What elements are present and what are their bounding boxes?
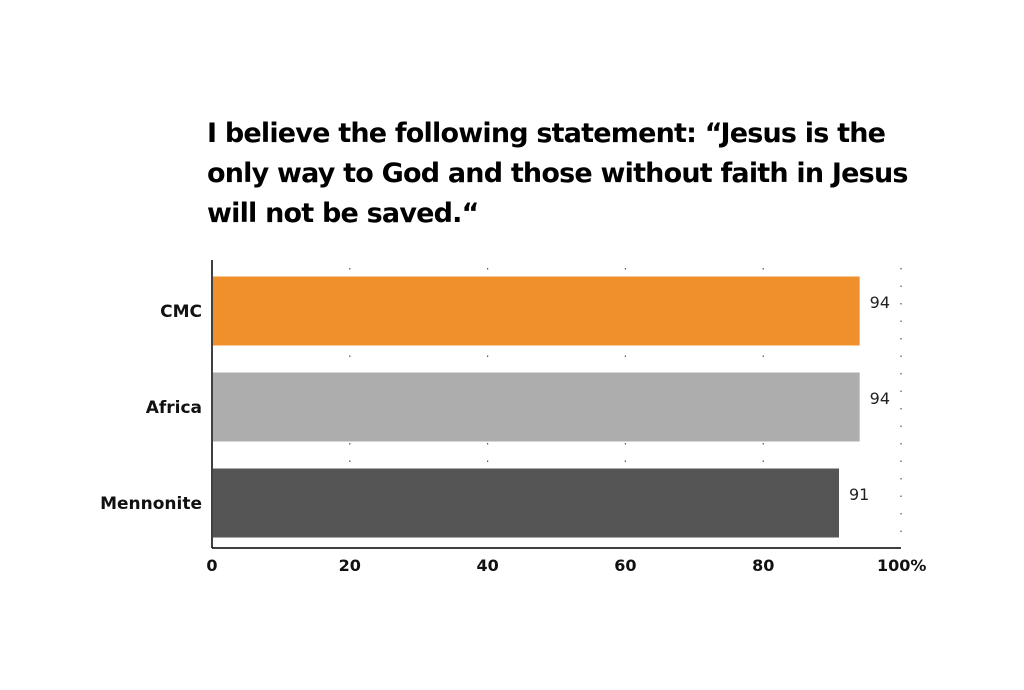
bar-africa xyxy=(213,372,860,442)
data-label: 91 xyxy=(849,485,869,504)
data-label: 94 xyxy=(870,389,890,408)
category-labels: CMC Africa Mennonite xyxy=(100,302,202,514)
x-tick-labels: 0 20 40 60 80 100% xyxy=(206,556,926,575)
data-labels: 94 94 91 xyxy=(849,293,890,504)
category-label: Africa xyxy=(146,398,202,418)
category-label: Mennonite xyxy=(100,494,202,514)
data-label: 94 xyxy=(870,293,890,312)
x-tick-label: 60 xyxy=(614,556,636,575)
chart-title: I believe the following statement: “Jesu… xyxy=(207,118,908,229)
bar-mennonite xyxy=(213,468,839,538)
x-tick-label: 100% xyxy=(877,556,926,575)
x-tick-label: 0 xyxy=(206,556,217,575)
x-tick-label: 20 xyxy=(339,556,361,575)
bars xyxy=(213,276,860,538)
category-label: CMC xyxy=(160,302,202,322)
x-tick-label: 80 xyxy=(752,556,774,575)
x-tick-label: 40 xyxy=(476,556,498,575)
bar-cmc xyxy=(213,276,860,346)
